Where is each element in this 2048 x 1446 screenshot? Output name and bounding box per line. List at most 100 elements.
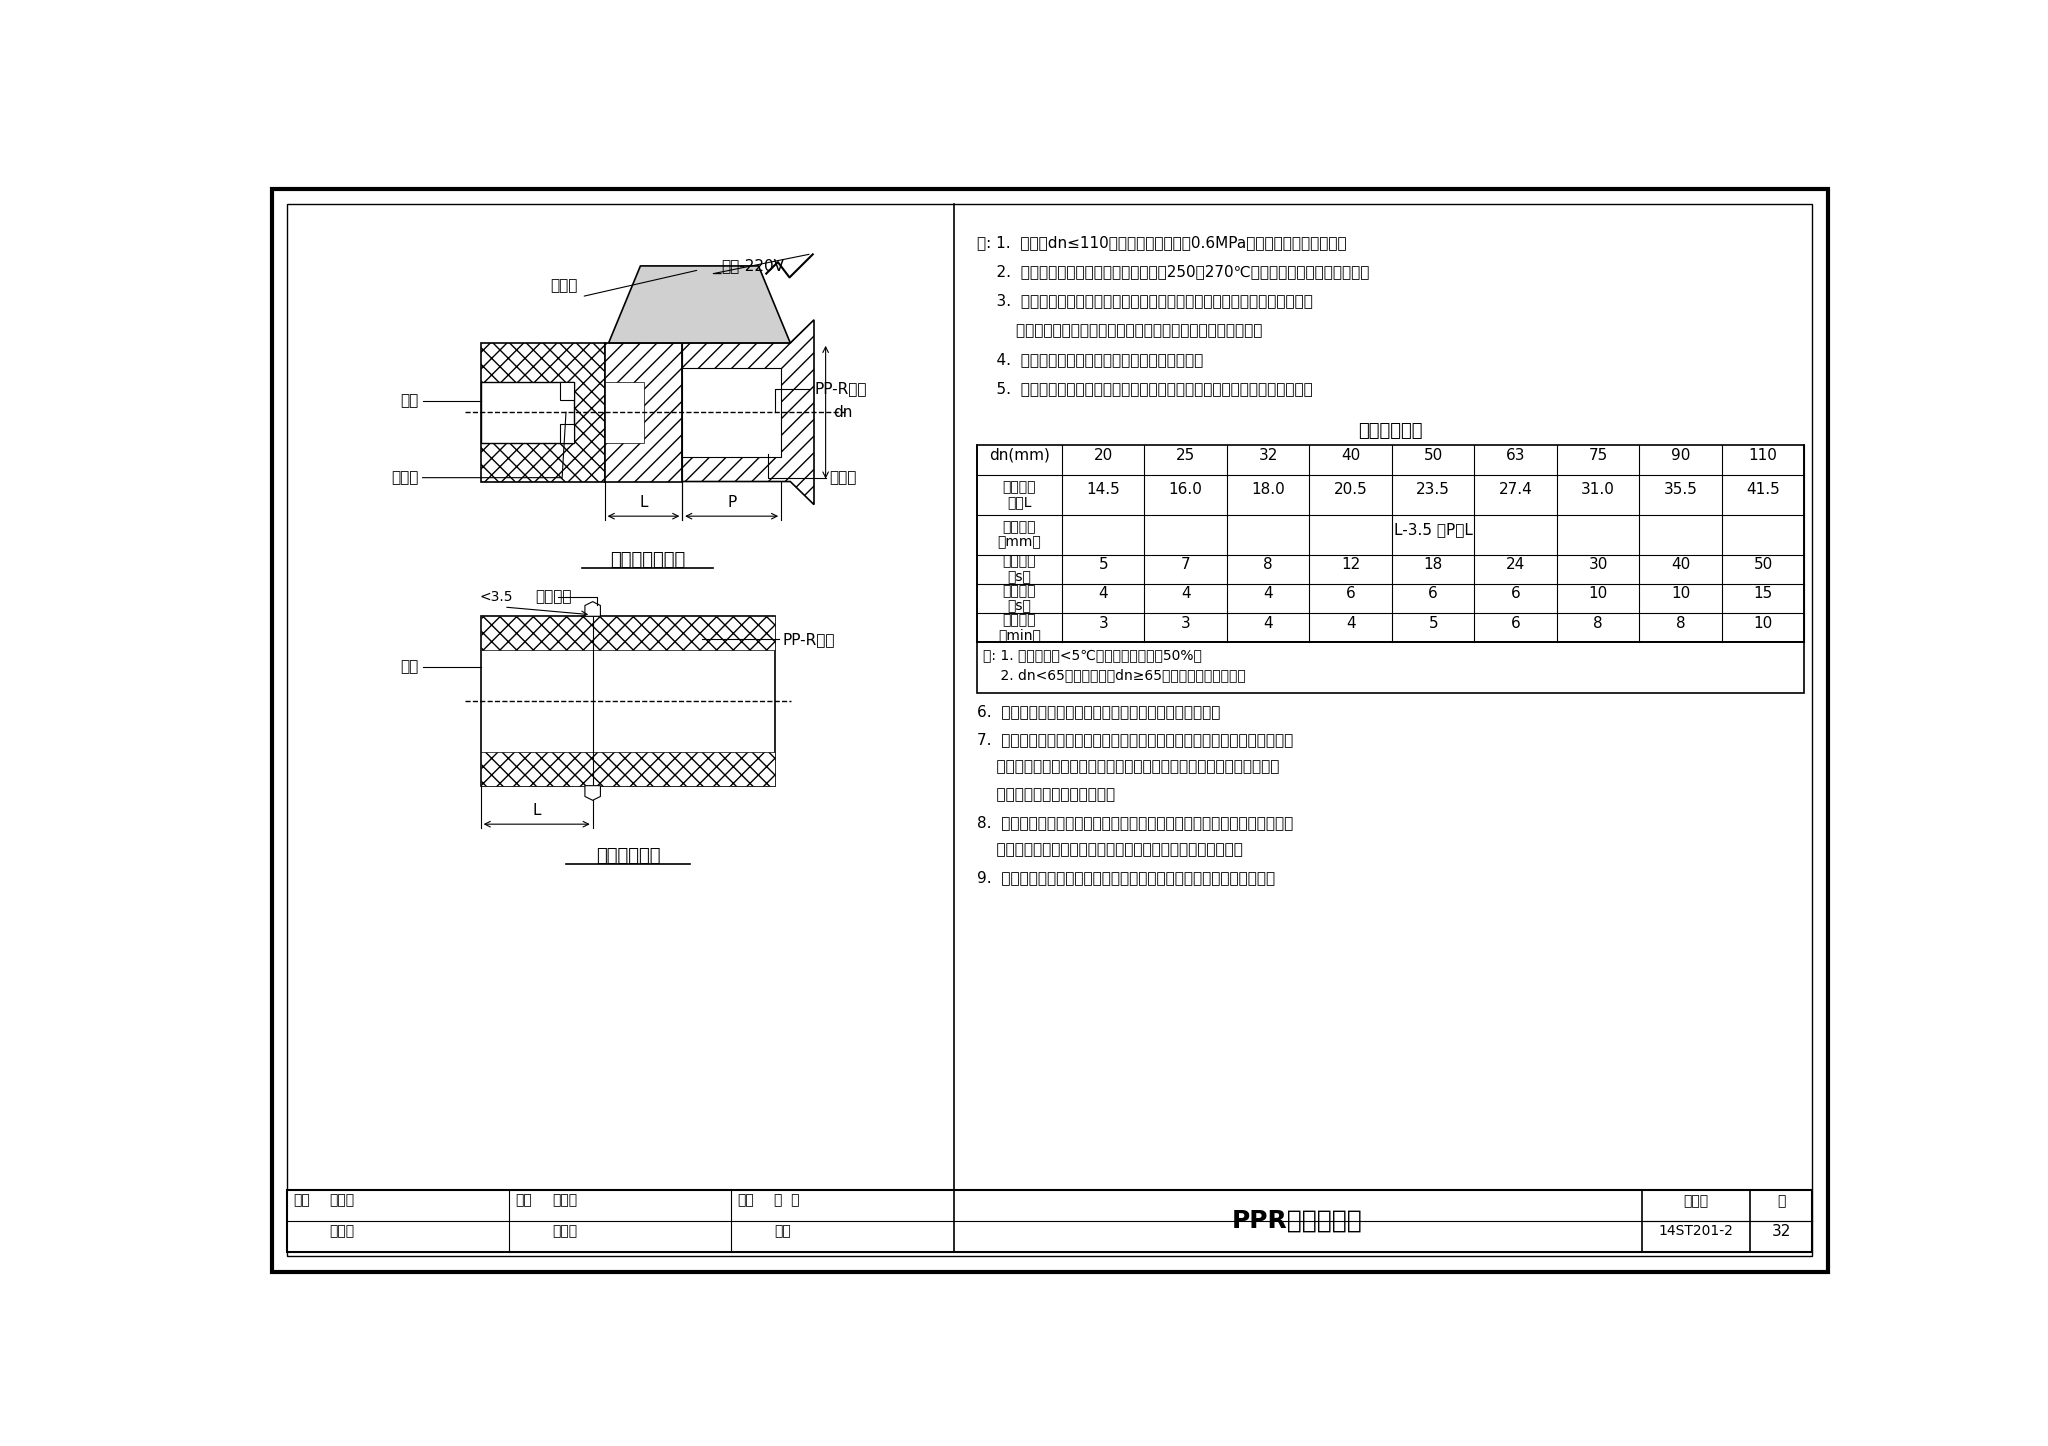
Text: 27.4: 27.4 xyxy=(1499,483,1532,497)
Bar xyxy=(481,752,776,785)
Text: 3: 3 xyxy=(1098,616,1108,630)
Text: 6: 6 xyxy=(1511,587,1520,602)
Text: PP-R管材: PP-R管材 xyxy=(813,382,866,396)
Text: 6: 6 xyxy=(1346,587,1356,602)
Text: PP-R管材: PP-R管材 xyxy=(782,632,836,646)
Text: 15: 15 xyxy=(1753,587,1774,602)
Text: 热熔深度: 热熔深度 xyxy=(1004,521,1036,534)
Polygon shape xyxy=(608,266,791,343)
Text: 12: 12 xyxy=(1341,557,1360,573)
Text: 90: 90 xyxy=(1671,448,1690,463)
Polygon shape xyxy=(586,602,600,616)
Bar xyxy=(604,343,682,482)
Bar xyxy=(481,382,573,442)
Text: 电源-220V: 电源-220V xyxy=(721,259,784,273)
Polygon shape xyxy=(586,785,600,800)
Text: 30: 30 xyxy=(1589,557,1608,573)
Text: 40: 40 xyxy=(1671,557,1690,573)
Text: 63: 63 xyxy=(1505,448,1526,463)
Text: 图集号: 图集号 xyxy=(1683,1194,1708,1209)
Text: 14ST201-2: 14ST201-2 xyxy=(1659,1223,1733,1238)
Text: 75: 75 xyxy=(1589,448,1608,463)
Text: 4: 4 xyxy=(1346,616,1356,630)
Text: 管件: 管件 xyxy=(401,393,418,408)
Text: 18: 18 xyxy=(1423,557,1444,573)
Text: 32: 32 xyxy=(1772,1223,1790,1239)
Text: （s）: （s） xyxy=(1008,570,1032,584)
Text: 8.  达到加热时间后，立即把管材与管件从加热套与加热头上同时取下，迅速: 8. 达到加热时间后，立即把管材与管件从加热套与加热头上同时取下，迅速 xyxy=(977,816,1292,830)
Text: 20: 20 xyxy=(1094,448,1112,463)
Bar xyxy=(481,616,776,651)
Polygon shape xyxy=(682,320,813,505)
Text: 35.5: 35.5 xyxy=(1663,483,1698,497)
Text: 热熔技术要求: 热熔技术要求 xyxy=(1358,422,1423,440)
Text: 2. dn<65可人工操作，dn≥65应采用专用进管机具。: 2. dn<65可人工操作，dn≥65应采用专用进管机具。 xyxy=(983,668,1245,683)
Text: L-3.5 ＜P＜L: L-3.5 ＜P＜L xyxy=(1395,522,1473,538)
Bar xyxy=(481,616,776,785)
Text: 加热时间: 加热时间 xyxy=(1004,555,1036,568)
Text: 徐名: 徐名 xyxy=(774,1223,791,1238)
Text: P: P xyxy=(727,495,737,510)
Text: 40: 40 xyxy=(1341,448,1360,463)
Text: 4: 4 xyxy=(1264,616,1274,630)
Text: 4.  管材与管件连接端面必须清洁、干燥、无油。: 4. 管材与管件连接端面必须清洁、干燥、无油。 xyxy=(977,353,1202,367)
Text: 3.  切割管材，必须使端面垂直于管轴线。管材切割一般使用管子剪或管道切: 3. 切割管材，必须使端面垂直于管轴线。管材切割一般使用管子剪或管道切 xyxy=(977,294,1313,308)
Text: 6.  熔接弯头或三通时，按设计图纸要求，应注意其方向。: 6. 熔接弯头或三通时，按设计图纸要求，应注意其方向。 xyxy=(977,704,1221,719)
Text: 41.5: 41.5 xyxy=(1747,483,1780,497)
Text: 3: 3 xyxy=(1182,616,1190,630)
Text: 6: 6 xyxy=(1511,616,1520,630)
Text: 5: 5 xyxy=(1098,557,1108,573)
Bar xyxy=(559,425,573,442)
Text: dn(mm): dn(mm) xyxy=(989,448,1051,463)
Bar xyxy=(977,445,1804,642)
Text: 最小承口: 最小承口 xyxy=(1004,480,1036,495)
Text: 25: 25 xyxy=(1176,448,1196,463)
Text: （s）: （s） xyxy=(1008,599,1032,613)
Bar xyxy=(287,1190,1812,1252)
Text: 无旋转地直线均匀插入到所标深度，使接头处形成均匀凸缘。: 无旋转地直线均匀插入到所标深度，使接头处形成均匀凸缘。 xyxy=(977,843,1243,857)
Text: 20.5: 20.5 xyxy=(1333,483,1368,497)
Text: （mm）: （mm） xyxy=(997,535,1040,549)
Text: 校对: 校对 xyxy=(516,1193,532,1207)
Text: 承口、插口加热: 承口、插口加热 xyxy=(610,551,684,568)
Text: 7.  无旋转地把管端导入加热套内，插入到所标志的深度，同时无旋转地把管: 7. 无旋转地把管端导入加热套内，插入到所标志的深度，同时无旋转地把管 xyxy=(977,732,1292,746)
Text: 32: 32 xyxy=(1260,448,1278,463)
Bar xyxy=(559,382,573,401)
Text: 8: 8 xyxy=(1264,557,1274,573)
Text: 加工时间: 加工时间 xyxy=(1004,584,1036,597)
Text: 50: 50 xyxy=(1753,557,1774,573)
Text: 电热板: 电热板 xyxy=(551,278,578,292)
Text: 加热套: 加热套 xyxy=(829,470,856,486)
Text: 4: 4 xyxy=(1098,587,1108,602)
Text: 2.  热熔工具接通电源，达到工作温度（250～270℃）指示灯亮后方能开始操作。: 2. 热熔工具接通电源，达到工作温度（250～270℃）指示灯亮后方能开始操作。 xyxy=(977,265,1370,279)
Text: 10: 10 xyxy=(1589,587,1608,602)
Text: 长度L: 长度L xyxy=(1008,496,1032,509)
Text: L: L xyxy=(639,495,647,510)
Text: 10: 10 xyxy=(1753,616,1774,630)
Text: 设计: 设计 xyxy=(737,1193,754,1207)
Text: PPR管热熔连接: PPR管热熔连接 xyxy=(1233,1209,1364,1233)
Text: 24: 24 xyxy=(1505,557,1526,573)
Text: 9.  在上表规定的加工时间内，刚熔接好的接头还可校正，但不得旋转。: 9. 在上表规定的加工时间内，刚熔接好的接头还可校正，但不得旋转。 xyxy=(977,870,1274,885)
Text: dn: dn xyxy=(834,405,852,419)
Text: 110: 110 xyxy=(1749,448,1778,463)
Bar xyxy=(977,642,1804,693)
Text: 50: 50 xyxy=(1423,448,1444,463)
Text: <3.5: <3.5 xyxy=(479,590,512,604)
Text: （也可按照上表要求）执行。: （也可按照上表要求）执行。 xyxy=(977,787,1114,803)
Text: 8: 8 xyxy=(1675,616,1686,630)
Text: （min）: （min） xyxy=(997,629,1040,642)
Text: 7: 7 xyxy=(1182,557,1190,573)
Text: 冷却时间: 冷却时间 xyxy=(1004,613,1036,628)
Text: 6: 6 xyxy=(1427,587,1438,602)
Text: 注: 1. 若环境温度<5℃，加热时间应延长50%。: 注: 1. 若环境温度<5℃，加热时间应延长50%。 xyxy=(983,649,1202,662)
Bar xyxy=(604,382,643,442)
Text: L: L xyxy=(532,803,541,818)
Text: 管件: 管件 xyxy=(401,659,418,675)
Text: 18.0: 18.0 xyxy=(1251,483,1284,497)
Text: 8: 8 xyxy=(1593,616,1604,630)
Bar xyxy=(481,343,604,482)
Text: 孙先群: 孙先群 xyxy=(330,1223,354,1238)
Text: 张先群: 张先群 xyxy=(330,1193,354,1207)
Text: 挤出凸缘: 挤出凸缘 xyxy=(535,590,571,604)
